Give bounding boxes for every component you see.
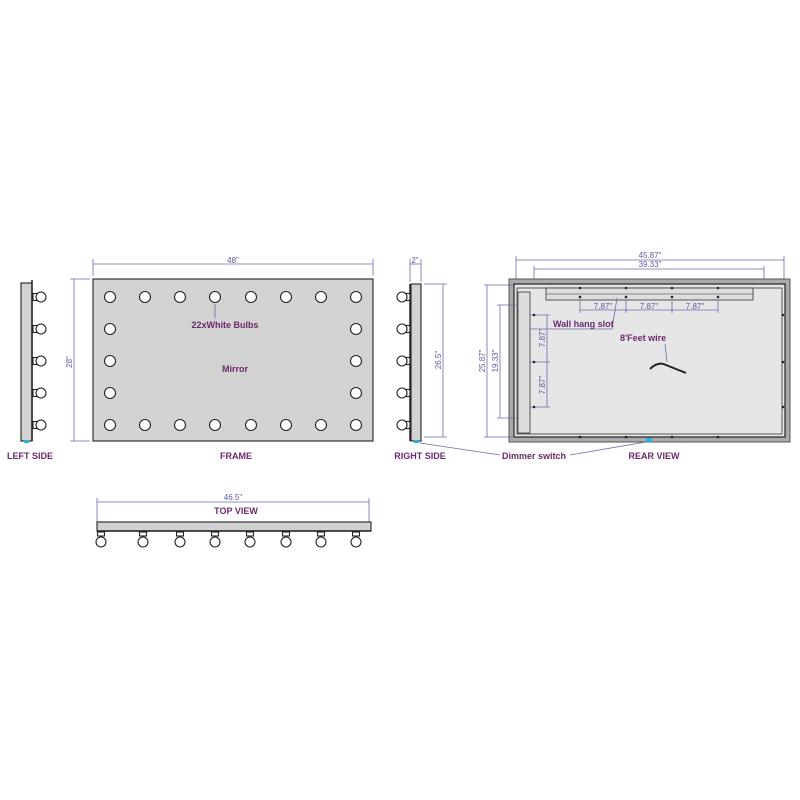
screw-icon: [532, 360, 536, 364]
bulb-icon: [396, 355, 411, 367]
dimmer-switch-icon: [646, 438, 652, 442]
wall-hang-slot-label: Wall hang slot: [553, 319, 614, 329]
bulb-icon: [280, 531, 292, 548]
bulb-icon: [244, 531, 256, 548]
bulb-icon: [279, 290, 293, 304]
bulb-icon: [174, 531, 186, 548]
top-view-label: TOP VIEW: [214, 506, 258, 516]
bulb-icon: [208, 418, 222, 432]
bulb-icon: [396, 387, 411, 399]
top-width-dim: 46.5": [224, 493, 243, 502]
bulb-icon: [138, 290, 152, 304]
bulb-icon: [396, 419, 411, 431]
rear-outer-height-dim: 25.87": [478, 349, 487, 372]
rear-view-label: REAR VIEW: [628, 451, 680, 461]
screw-icon: [781, 405, 785, 409]
bulb-icon: [32, 387, 47, 399]
screw-icon: [670, 295, 674, 299]
right-side-view: 2" 26.5": [396, 256, 447, 443]
power-wire-icon: [649, 362, 687, 374]
bulbs-label: 22xWhite Bulbs: [191, 320, 258, 330]
left-side-view: [20, 280, 47, 443]
screw-icon: [578, 295, 582, 299]
bulb-icon: [32, 323, 47, 335]
bulb-icon: [32, 355, 47, 367]
left-side-label: LEFT SIDE: [7, 451, 53, 461]
dimmer-switch-icon: [414, 440, 419, 443]
bulb-icon: [173, 290, 187, 304]
frame-view: 48" 28" 22xWhite Bulbs Mirror: [65, 256, 374, 442]
screw-icon: [624, 295, 628, 299]
screw-icon: [670, 286, 674, 290]
screw-icon: [578, 435, 582, 439]
screw-icon: [781, 360, 785, 364]
rear-view: 45.87" 39.33" 25.87" 19.33" 7.87" 7.87" …: [478, 251, 791, 443]
dimmer-switch-label: Dimmer switch: [502, 451, 566, 461]
frame-width-dim: 48": [227, 256, 239, 265]
bulb-icon: [103, 354, 117, 368]
bulb-icon: [32, 291, 47, 303]
bulb-icon: [103, 290, 117, 304]
screw-icon: [624, 435, 628, 439]
bulb-icon: [349, 386, 363, 400]
rear-inner-height-dim: 19.33": [491, 349, 500, 372]
right-side-label: RIGHT SIDE: [394, 451, 446, 461]
screw-icon: [670, 435, 674, 439]
bulb-icon: [396, 291, 411, 303]
dimmer-switch-icon: [24, 440, 29, 443]
rear-inner-width-dim: 39.33": [639, 260, 662, 269]
bulb-icon: [349, 322, 363, 336]
bulb-icon: [279, 418, 293, 432]
bulb-icon: [350, 531, 362, 548]
wire-label: 8'Feet wire: [620, 333, 666, 343]
bulb-icon: [315, 531, 327, 548]
screw-icon: [578, 286, 582, 290]
vertical-hang-slot: [517, 291, 531, 434]
bulb-icon: [349, 354, 363, 368]
vertical-spacing-dim: 7.87": [538, 376, 547, 395]
screw-icon: [781, 313, 785, 317]
vertical-spacing-dim: 7.87": [538, 329, 547, 348]
bulb-icon: [349, 418, 363, 432]
screw-icon: [532, 405, 536, 409]
side-height-dim: 26.5": [434, 351, 443, 370]
mirror-label: Mirror: [222, 364, 249, 374]
bulb-icon: [138, 418, 152, 432]
slot-spacing-dim: 7.87": [594, 302, 613, 311]
screw-icon: [716, 286, 720, 290]
bulb-icon: [137, 531, 149, 548]
bulb-icon: [349, 290, 363, 304]
slot-spacing-dim: 7.87": [686, 302, 705, 311]
bulb-icon: [314, 418, 328, 432]
bulb-icon: [103, 386, 117, 400]
bulb-icon: [208, 290, 222, 304]
slot-spacing-dim: 7.87": [640, 302, 659, 311]
top-view: 46.5" TOP VIEW: [95, 493, 372, 548]
bulb-icon: [103, 322, 117, 336]
bulb-icon: [244, 418, 258, 432]
bulb-icon: [32, 419, 47, 431]
bulb-icon: [209, 531, 221, 548]
bulb-icon: [95, 531, 107, 548]
screw-icon: [716, 435, 720, 439]
bulb-icon: [244, 290, 258, 304]
rear-outer-width-dim: 45.87": [639, 251, 662, 260]
screw-icon: [716, 295, 720, 299]
frame-label: FRAME: [220, 451, 252, 461]
screw-icon: [532, 313, 536, 317]
frame-height-dim: 28": [65, 356, 74, 368]
bulb-icon: [173, 418, 187, 432]
bulb-icon: [103, 418, 117, 432]
bulb-icon: [314, 290, 328, 304]
bulb-icon: [396, 323, 411, 335]
screw-icon: [624, 286, 628, 290]
depth-dim: 2": [411, 256, 418, 265]
